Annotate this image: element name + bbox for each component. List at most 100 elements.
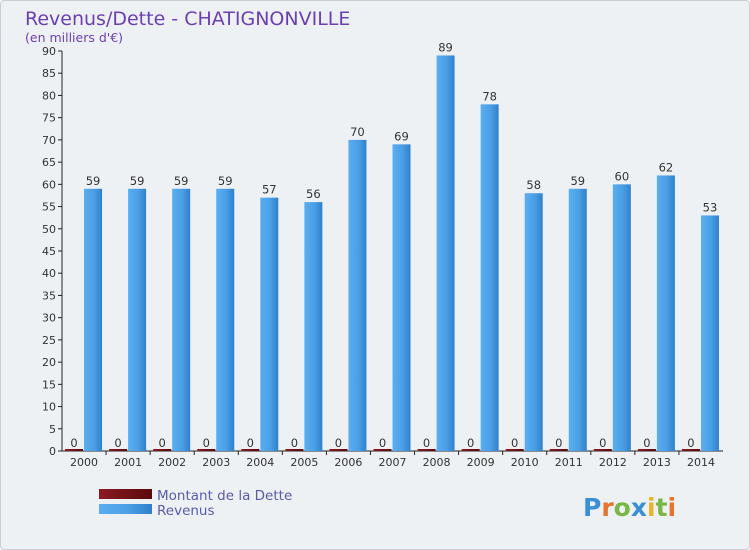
y-tick-label: 85 [42,67,56,80]
bar-revenus [436,55,455,451]
data-label-dette: 0 [511,436,518,450]
data-label-dette: 0 [423,436,430,450]
bar-revenus [656,175,675,451]
data-label-revenus: 59 [86,174,101,188]
data-label-dette: 0 [379,436,386,450]
y-tick-label: 35 [42,289,56,302]
x-tick-label: 2005 [290,456,318,469]
data-label-dette: 0 [643,436,650,450]
bar-revenus [304,202,323,451]
logo-letter: o [614,493,631,522]
bar-dette [637,449,656,451]
bar-revenus [84,188,103,451]
bar-dette [549,449,568,451]
y-tick-label: 50 [42,223,56,236]
bar-dette [153,449,172,451]
y-tick-label: 30 [42,312,56,325]
data-label-revenus: 59 [218,174,233,188]
data-label-dette: 0 [203,436,210,450]
y-tick-label: 60 [42,178,56,191]
logo-letter: P [583,493,601,522]
bar-dette [285,449,304,451]
data-label-revenus: 56 [306,187,321,201]
y-tick-label: 90 [42,45,56,58]
y-axis: 0 5 10 15 20 25 30 35 40 45 50 55 60 65 70 75 80 85 90 [42,45,62,458]
y-tick-label: 10 [42,401,56,414]
bar-revenus [216,188,235,451]
data-label-dette: 0 [247,436,254,450]
y-tick-label: 25 [42,334,56,347]
data-label-revenus: 60 [615,169,630,183]
data-label-revenus: 53 [703,200,718,214]
legend-label-revenus: Revenus [157,503,215,519]
data-label-revenus: 69 [394,129,409,143]
data-label-dette: 0 [599,436,606,450]
y-tick-label: 5 [49,423,56,436]
x-tick-label: 2006 [334,456,362,469]
y-tick-label: 45 [42,245,56,258]
proxiti-logo: Proxiti [583,493,676,522]
data-label-revenus: 59 [174,174,189,188]
bar-dette [109,449,128,451]
bar-dette [681,449,700,451]
x-tick-label: 2011 [555,456,583,469]
bar-dette [373,449,392,451]
y-tick-label: 75 [42,112,56,125]
bar-dette [505,449,524,451]
bar-revenus [568,188,587,451]
data-label-revenus: 59 [130,174,145,188]
data-label-dette: 0 [687,436,694,450]
chart-title: Revenus/Dette - CHATIGNONVILLE [25,8,350,30]
data-labels-layer: 0 59 0 59 0 59 0 59 0 57 0 56 0 70 0 69 0 89 0 78 0 58 0 59 0 60 0… [70,40,717,450]
legend: Montant de la Dette Revenus [99,488,292,519]
bar-revenus [392,144,411,452]
data-label-revenus: 70 [350,125,365,139]
data-label-dette: 0 [114,436,121,450]
data-label-dette: 0 [159,436,166,450]
legend-swatch-dette [99,489,152,499]
bar-revenus [128,188,147,451]
y-tick-label: 70 [42,134,56,147]
y-tick-label: 0 [49,445,56,458]
data-label-dette: 0 [335,436,342,450]
y-tick-label: 15 [42,378,56,391]
x-tick-label: 2010 [511,456,539,469]
x-axis: 2000 2001 2002 2003 2004 2005 2006 2007 2008 2009… [70,451,715,469]
chart-subtitle: (en milliers d'€) [25,30,123,45]
data-label-revenus: 62 [659,160,674,174]
y-tick-label: 20 [42,356,56,369]
bar-revenus [612,184,631,452]
data-label-dette: 0 [467,436,474,450]
logo-letter: r [601,493,614,522]
logo-letter: i [668,493,677,522]
bar-dette [417,449,436,451]
data-label-revenus: 59 [570,174,585,188]
bar-dette [329,449,348,451]
y-tick-label: 55 [42,201,56,214]
data-label-revenus: 58 [526,178,541,192]
x-tick-label: 2002 [158,456,186,469]
logo-letter: x [631,493,647,522]
data-label-revenus: 89 [438,40,453,54]
bar-dette [65,449,84,451]
y-tick-label: 40 [42,267,56,280]
legend-label-dette: Montant de la Dette [157,488,292,504]
bar-revenus [524,193,543,451]
y-tick-label: 80 [42,89,56,102]
x-tick-label: 2007 [379,456,407,469]
bar-revenus [172,188,191,451]
x-tick-label: 2000 [70,456,98,469]
data-label-dette: 0 [70,436,77,450]
x-tick-label: 2003 [202,456,230,469]
data-label-dette: 0 [291,436,298,450]
bars-layer [65,55,719,452]
x-tick-label: 2009 [467,456,495,469]
bar-revenus [260,197,279,451]
y-tick-label: 65 [42,156,56,169]
x-tick-label: 2012 [599,456,627,469]
x-tick-label: 2001 [114,456,142,469]
bar-dette [461,449,480,451]
bar-revenus [700,215,719,451]
